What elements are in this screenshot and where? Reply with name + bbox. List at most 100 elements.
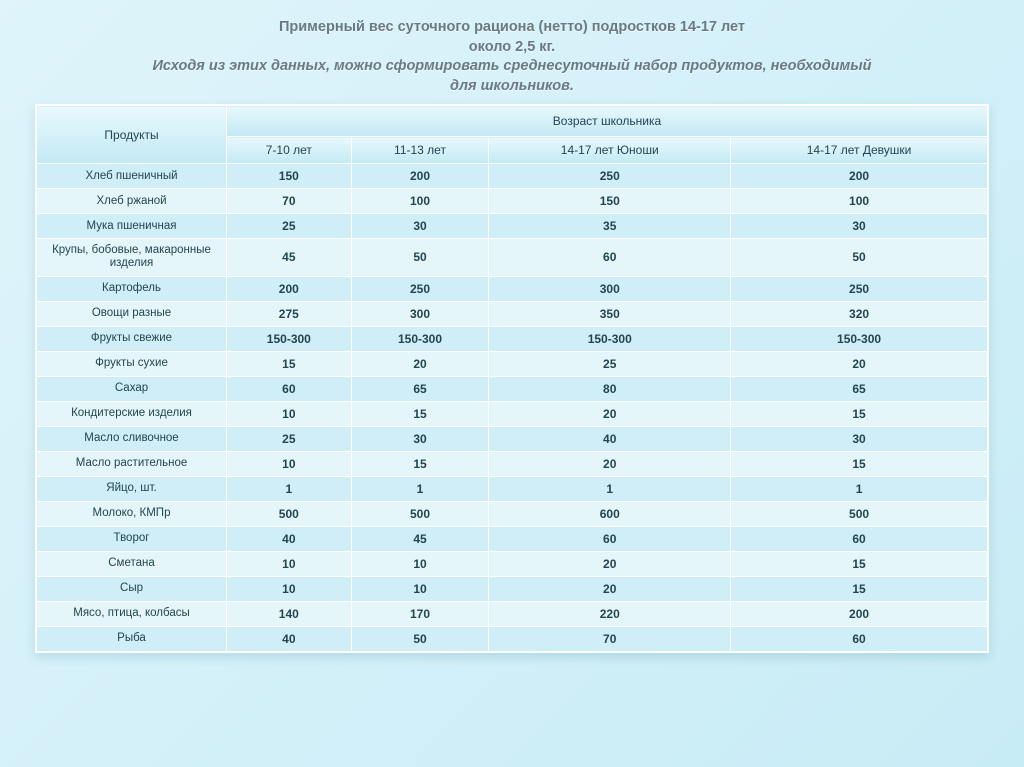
cell-value: 350 [489, 301, 731, 326]
nutrition-table-wrap: Продукты Возраст школьника 7-10 лет 11-1… [35, 104, 989, 652]
header-col-2: 14-17 лет Юноши [489, 137, 731, 164]
cell-value: 250 [731, 276, 988, 301]
cell-value: 100 [351, 189, 489, 214]
cell-value: 45 [351, 526, 489, 551]
row-label: Фрукты сухие [37, 351, 227, 376]
title-line-1: Примерный вес суточного рациона (нетто) … [35, 18, 989, 38]
cell-value: 300 [489, 276, 731, 301]
table-row: Мука пшеничная25303530 [37, 214, 988, 239]
row-label: Хлеб пшеничный [37, 164, 227, 189]
cell-value: 30 [351, 214, 489, 239]
cell-value: 80 [489, 376, 731, 401]
cell-value: 30 [731, 426, 988, 451]
cell-value: 1 [489, 476, 731, 501]
row-label: Кондитерские изделия [37, 401, 227, 426]
table-row: Хлеб пшеничный150200250200 [37, 164, 988, 189]
cell-value: 20 [731, 351, 988, 376]
cell-value: 65 [731, 376, 988, 401]
subtitle-line-1: Исходя из этих данных, можно сформироват… [35, 57, 989, 77]
cell-value: 275 [227, 301, 352, 326]
cell-value: 15 [731, 551, 988, 576]
table-row: Крупы, бобовые, макаронные изделия455060… [37, 239, 988, 276]
header-col-3: 14-17 лет Девушки [731, 137, 988, 164]
row-label: Масло сливочное [37, 426, 227, 451]
cell-value: 25 [227, 426, 352, 451]
row-label: Сметана [37, 551, 227, 576]
cell-value: 70 [489, 626, 731, 651]
cell-value: 200 [351, 164, 489, 189]
cell-value: 250 [489, 164, 731, 189]
cell-value: 50 [731, 239, 988, 276]
cell-value: 50 [351, 626, 489, 651]
cell-value: 10 [227, 551, 352, 576]
row-label: Сахар [37, 376, 227, 401]
cell-value: 15 [351, 401, 489, 426]
header-age-group: Возраст школьника [227, 106, 988, 137]
cell-value: 20 [489, 551, 731, 576]
cell-value: 10 [227, 401, 352, 426]
table-row: Молоко, КМПр500500600500 [37, 501, 988, 526]
cell-value: 1 [227, 476, 352, 501]
cell-value: 150-300 [351, 326, 489, 351]
cell-value: 50 [351, 239, 489, 276]
row-label: Мясо, птица, колбасы [37, 601, 227, 626]
cell-value: 15 [351, 451, 489, 476]
cell-value: 10 [227, 576, 352, 601]
table-row: Творог40456060 [37, 526, 988, 551]
cell-value: 25 [489, 351, 731, 376]
row-label: Яйцо, шт. [37, 476, 227, 501]
subtitle-line-2: для школьников. [35, 77, 989, 97]
row-label: Фрукты свежие [37, 326, 227, 351]
cell-value: 40 [227, 626, 352, 651]
cell-value: 60 [731, 626, 988, 651]
header-col-0: 7-10 лет [227, 137, 352, 164]
cell-value: 30 [351, 426, 489, 451]
table-row: Масло сливочное25304030 [37, 426, 988, 451]
table-row: Сыр10102015 [37, 576, 988, 601]
cell-value: 170 [351, 601, 489, 626]
table-row: Рыба40507060 [37, 626, 988, 651]
cell-value: 25 [227, 214, 352, 239]
cell-value: 600 [489, 501, 731, 526]
table-row: Яйцо, шт.1111 [37, 476, 988, 501]
cell-value: 15 [227, 351, 352, 376]
table-row: Картофель200250300250 [37, 276, 988, 301]
cell-value: 40 [227, 526, 352, 551]
cell-value: 200 [731, 164, 988, 189]
row-label: Творог [37, 526, 227, 551]
cell-value: 500 [227, 501, 352, 526]
cell-value: 300 [351, 301, 489, 326]
header-col-1: 11-13 лет [351, 137, 489, 164]
row-label: Рыба [37, 626, 227, 651]
cell-value: 70 [227, 189, 352, 214]
cell-value: 60 [227, 376, 352, 401]
row-label: Мука пшеничная [37, 214, 227, 239]
cell-value: 30 [731, 214, 988, 239]
cell-value: 20 [489, 451, 731, 476]
table-row: Масло растительное10152015 [37, 451, 988, 476]
cell-value: 200 [227, 276, 352, 301]
cell-value: 10 [227, 451, 352, 476]
cell-value: 60 [489, 239, 731, 276]
cell-value: 250 [351, 276, 489, 301]
row-label: Крупы, бобовые, макаронные изделия [37, 239, 227, 276]
cell-value: 60 [731, 526, 988, 551]
table-row: Хлеб ржаной70100150100 [37, 189, 988, 214]
cell-value: 15 [731, 576, 988, 601]
cell-value: 1 [731, 476, 988, 501]
cell-value: 1 [351, 476, 489, 501]
title-line-2: около 2,5 кг. [35, 38, 989, 58]
cell-value: 220 [489, 601, 731, 626]
cell-value: 45 [227, 239, 352, 276]
row-label: Масло растительное [37, 451, 227, 476]
cell-value: 20 [489, 401, 731, 426]
cell-value: 500 [351, 501, 489, 526]
table-row: Сахар60658065 [37, 376, 988, 401]
cell-value: 200 [731, 601, 988, 626]
cell-value: 500 [731, 501, 988, 526]
row-label: Картофель [37, 276, 227, 301]
table-row: Овощи разные275300350320 [37, 301, 988, 326]
title-block: Примерный вес суточного рациона (нетто) … [35, 18, 989, 96]
table-row: Фрукты свежие150-300150-300150-300150-30… [37, 326, 988, 351]
table-row: Фрукты сухие15202520 [37, 351, 988, 376]
